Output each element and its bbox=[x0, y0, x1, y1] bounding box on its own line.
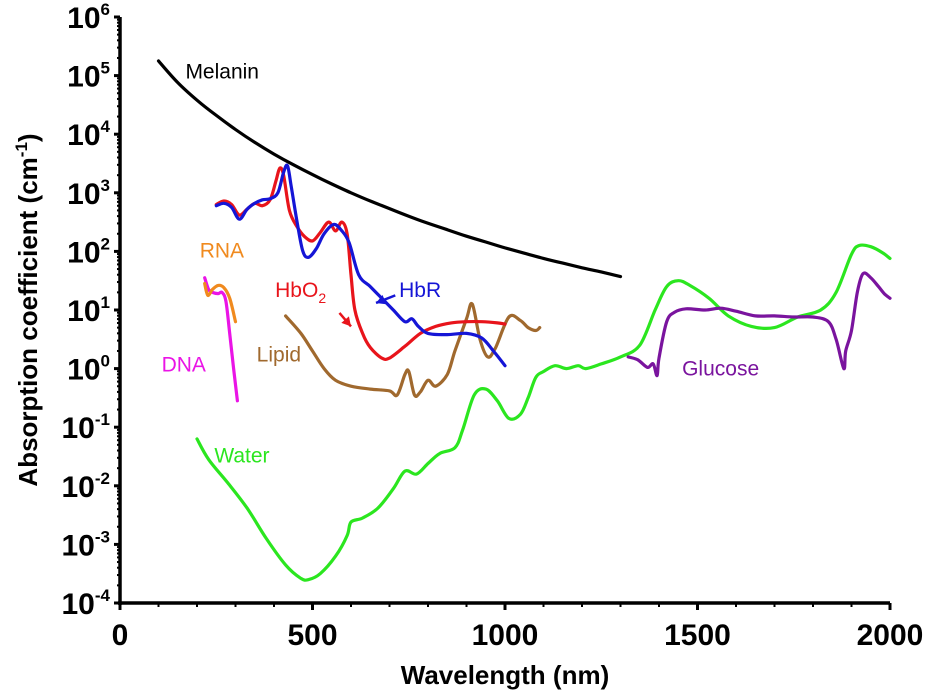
y-tick-base: 10 bbox=[62, 412, 95, 445]
curve-labels: Melanin HbO2 HbR RNA DNA Lipid Water Glucose bbox=[162, 61, 760, 468]
arrowhead-hbo2 bbox=[341, 316, 351, 327]
y-tick-exponent: 1 bbox=[101, 293, 110, 312]
x-tick-label: 0 bbox=[112, 619, 129, 652]
x-tick-label: 500 bbox=[287, 619, 337, 652]
y-tick-base: 10 bbox=[67, 236, 100, 269]
y-tick-exponent: 0 bbox=[101, 352, 110, 371]
y-tick-label: 10-4 bbox=[62, 586, 111, 621]
x-tick-label: 1500 bbox=[664, 619, 731, 652]
y-tick-exponent: 3 bbox=[101, 176, 110, 195]
label-dna: DNA bbox=[162, 354, 206, 377]
y-tick-label: 103 bbox=[67, 176, 110, 211]
arrowhead-hbr bbox=[376, 295, 387, 305]
label-lipid: Lipid bbox=[257, 344, 301, 367]
curve-lipid bbox=[284, 301, 542, 398]
x-ticks: 0 500 1000 1500 2000 bbox=[112, 603, 924, 652]
y-axis-title: Absorption coefficient (cm-1) bbox=[12, 133, 43, 486]
y-tick-label: 10-1 bbox=[62, 410, 111, 445]
y-tick-label: 105 bbox=[67, 59, 110, 94]
label-text: Glucose bbox=[682, 358, 759, 381]
y-axis-title-superscript: -1 bbox=[12, 142, 31, 157]
label-hbo2: HbO2 bbox=[275, 279, 326, 306]
y-tick-label: 101 bbox=[67, 293, 110, 328]
label-text: DNA bbox=[162, 354, 206, 377]
label-water: Water bbox=[214, 444, 269, 467]
y-tick-base: 10 bbox=[62, 588, 95, 621]
y-axis-title-suffix: ) bbox=[13, 133, 43, 142]
label-text: HbR bbox=[399, 279, 441, 302]
y-tick-base: 10 bbox=[67, 295, 100, 328]
y-tick-base: 10 bbox=[67, 61, 100, 94]
label-text: Lipid bbox=[257, 344, 301, 367]
label-hbr: HbR bbox=[399, 279, 441, 302]
y-tick-exponent: 5 bbox=[101, 59, 110, 78]
y-tick-base: 10 bbox=[67, 2, 100, 35]
annotations bbox=[338, 294, 396, 328]
y-tick-exponent: -2 bbox=[95, 469, 110, 488]
y-tick-exponent: -4 bbox=[95, 586, 111, 605]
label-glucose: Glucose bbox=[682, 358, 759, 381]
y-axis-title-main: Absorption coefficient (cm bbox=[13, 157, 43, 486]
x-axis-title: Wavelength (nm) bbox=[401, 660, 609, 690]
label-text: RNA bbox=[200, 239, 244, 262]
curves bbox=[156, 59, 892, 582]
y-tick-label: 100 bbox=[67, 352, 110, 387]
x-tick-label: 2000 bbox=[857, 619, 924, 652]
curve-water bbox=[195, 243, 892, 582]
curve-hbr bbox=[214, 163, 507, 368]
label-text: Melanin bbox=[185, 61, 259, 84]
y-tick-base: 10 bbox=[62, 529, 95, 562]
y-tick-label: 10-2 bbox=[62, 469, 111, 504]
y-tick-exponent: 2 bbox=[101, 234, 110, 253]
y-tick-label: 10-3 bbox=[62, 527, 111, 562]
label-text: HbO bbox=[275, 279, 318, 302]
curve-melanin bbox=[156, 59, 623, 279]
y-tick-label: 104 bbox=[67, 117, 110, 152]
curve-glucose bbox=[626, 271, 892, 378]
y-tick-base: 10 bbox=[62, 471, 95, 504]
curve-rna bbox=[203, 282, 238, 324]
label-subscript: 2 bbox=[318, 290, 326, 306]
y-tick-exponent: -1 bbox=[95, 410, 110, 429]
y-tick-base: 10 bbox=[67, 354, 100, 387]
y-tick-label: 106 bbox=[67, 0, 110, 35]
y-tick-exponent: -3 bbox=[95, 527, 110, 546]
label-rna: RNA bbox=[200, 239, 244, 262]
y-tick-exponent: 4 bbox=[101, 117, 111, 136]
y-tick-base: 10 bbox=[67, 119, 100, 152]
y-tick-label: 102 bbox=[67, 234, 110, 269]
y-tick-base: 10 bbox=[67, 178, 100, 211]
label-melanin: Melanin bbox=[185, 61, 259, 84]
label-text: Water bbox=[214, 444, 269, 467]
x-tick-label: 1000 bbox=[472, 619, 539, 652]
y-tick-exponent: 6 bbox=[101, 0, 110, 19]
